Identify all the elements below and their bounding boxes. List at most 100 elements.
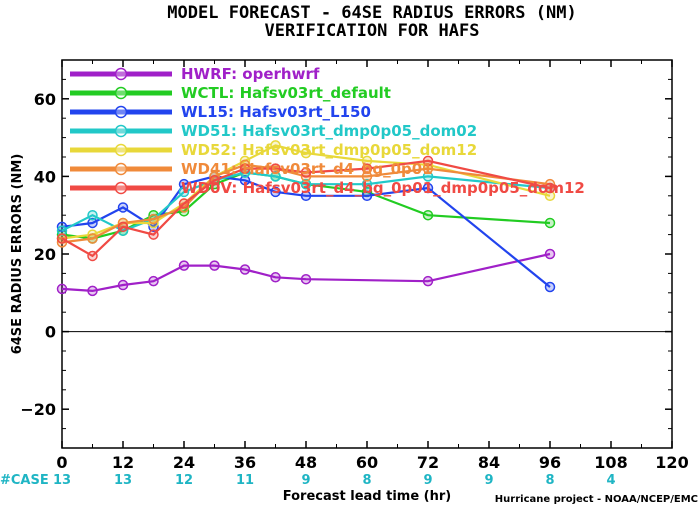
series-line	[61, 252, 551, 293]
data-point	[178, 178, 190, 190]
y-axis-label: 64SE RADIUS ERRORS (NM)	[10, 154, 25, 355]
x-tick-label: 48	[295, 453, 317, 472]
data-point	[117, 279, 129, 291]
legend-item: HWRF: operhwrf	[70, 65, 320, 83]
data-point	[87, 285, 98, 297]
data-point	[544, 190, 556, 202]
legend-marker	[114, 86, 128, 100]
case-count: 13	[53, 473, 71, 488]
data-point	[178, 186, 190, 198]
y-axis-ticks: −20 0 20 40 60	[20, 59, 672, 449]
legend-label: WL15: Hafsv03rt_L150	[181, 103, 371, 121]
x-tick-label: 120	[655, 453, 688, 472]
data-point	[270, 163, 281, 174]
data-point	[422, 171, 434, 182]
legend-label: HWRF: operhwrf	[181, 65, 320, 83]
data-point	[361, 155, 373, 167]
x-tick-label: 12	[112, 453, 134, 472]
data-point	[544, 217, 556, 229]
data-point	[300, 178, 312, 190]
case-count: 8	[545, 473, 554, 488]
data-point	[270, 171, 281, 182]
data-point	[239, 264, 251, 275]
data-point	[544, 248, 556, 260]
data-point	[209, 260, 220, 271]
legend-item: WCTL: Hafsv03rt_default	[70, 84, 391, 102]
data-point	[300, 147, 312, 159]
x-axis-label: Forecast lead time (hr)	[283, 489, 451, 504]
x-tick-label: 0	[56, 453, 67, 472]
legend-item: WD0V: Hafsv03rt_d4_bg_0p01_dmp0p05_dom12	[70, 179, 585, 197]
legend-marker	[114, 162, 128, 176]
data-point	[239, 175, 251, 186]
case-count: 13	[114, 473, 132, 488]
data-point	[56, 233, 68, 244]
legend-label: WD0V: Hafsv03rt_d4_bg_0p01_dmp0p05_dom12	[181, 179, 585, 197]
data-point	[56, 283, 68, 295]
legend-marker	[114, 67, 128, 81]
data-point	[178, 198, 190, 209]
data-point	[270, 272, 281, 283]
legend-item: WL15: Hafsv03rt_L150	[70, 103, 371, 121]
data-point	[56, 225, 68, 236]
data-point	[117, 221, 129, 233]
data-point	[300, 273, 312, 285]
data-point	[422, 209, 434, 221]
x-tick-label: 24	[173, 453, 195, 472]
data-point	[300, 167, 312, 178]
case-counts: #CASE 13 13 12 11 9 8 9 9 8 4	[0, 473, 616, 488]
y-tick-label: −20	[20, 400, 56, 419]
x-tick-label: 84	[478, 453, 500, 472]
legend-label: WD51: Hafsv03rt_dmp0p05_dom02	[181, 122, 477, 140]
y-tick-label: 60	[34, 90, 56, 109]
data-point	[361, 171, 373, 182]
legend-label: WCTL: Hafsv03rt_default	[181, 84, 391, 102]
x-tick-label: 36	[234, 453, 256, 472]
legend-label: WD52: Hafsv03rt_dmp0p05_dom12	[181, 141, 477, 159]
data-point	[270, 186, 281, 198]
data-point	[117, 202, 129, 213]
data-point	[422, 182, 434, 194]
chart-title: MODEL FORECAST - 64SE RADIUS ERRORS (NM)	[167, 3, 576, 23]
credit-text: Hurricane project - NOAA/NCEP/EMC	[495, 494, 698, 505]
data-point	[300, 190, 312, 202]
data-point	[239, 163, 251, 174]
legend-marker	[114, 143, 128, 157]
y-tick-label: 20	[34, 245, 56, 264]
y-tick-label: 40	[34, 167, 56, 186]
legend-marker	[114, 181, 128, 195]
data-point	[87, 233, 98, 244]
data-point	[209, 175, 220, 186]
series-group	[56, 140, 556, 297]
data-point	[87, 217, 98, 229]
x-tick-label: 108	[594, 453, 627, 472]
data-point	[178, 260, 190, 271]
legend-label: WD41: Hafsv03rt_d4_bg_0p01	[181, 160, 433, 178]
case-count: 9	[423, 473, 432, 488]
data-point	[422, 275, 434, 287]
data-point	[422, 155, 434, 167]
legend-item: WD51: Hafsv03rt_dmp0p05_dom02	[70, 122, 477, 140]
legend-marker	[114, 105, 128, 119]
data-point	[148, 275, 159, 287]
data-point	[270, 140, 281, 151]
case-count: 11	[236, 473, 254, 488]
case-count: 9	[484, 473, 493, 488]
data-point	[87, 250, 98, 262]
data-point	[544, 182, 556, 194]
chart-subtitle: VERIFICATION FOR HAFS	[265, 21, 480, 41]
x-tick-label: 72	[417, 453, 439, 472]
case-label: #CASE	[0, 473, 49, 488]
case-count: 12	[175, 473, 193, 488]
data-point	[361, 190, 373, 202]
case-count: 4	[606, 473, 615, 488]
series-line	[61, 159, 551, 258]
legend-item: WD41: Hafsv03rt_d4_bg_0p01	[70, 160, 433, 178]
data-point	[148, 213, 159, 225]
data-point	[422, 163, 434, 174]
data-point	[361, 163, 373, 174]
series-7	[56, 155, 556, 262]
series-1	[56, 248, 556, 297]
